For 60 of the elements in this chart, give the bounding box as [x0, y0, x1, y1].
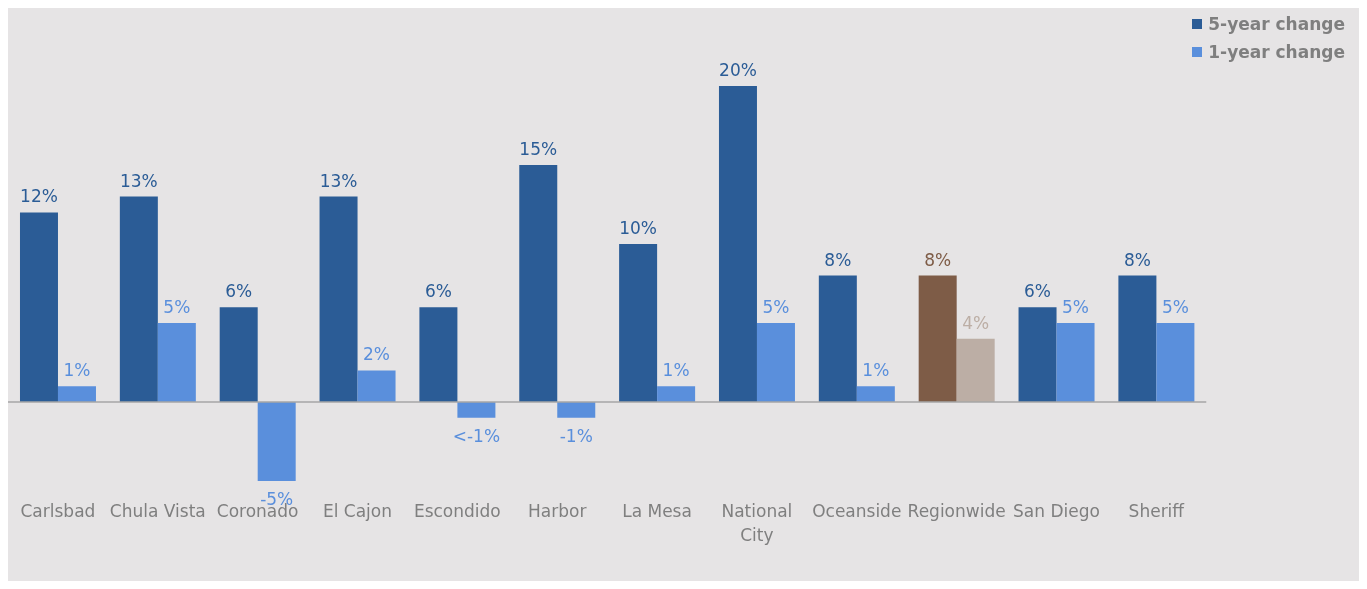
bar [257, 402, 296, 481]
bar [1056, 323, 1095, 402]
data-label: 5% [762, 297, 790, 317]
bar [119, 196, 158, 402]
data-label: 8% [924, 249, 952, 270]
bar [1156, 323, 1195, 402]
data-label: 5% [1161, 297, 1189, 317]
x-tick-label: Sheriff [1128, 501, 1186, 521]
legend-label: 5-year change [1207, 13, 1345, 36]
bar [19, 212, 58, 402]
bar [818, 275, 857, 402]
x-tick-label: El Cajon [322, 501, 393, 521]
bar [718, 86, 757, 402]
bar [357, 370, 396, 402]
data-label: 13% [119, 170, 158, 191]
bar [619, 244, 658, 402]
bar [1018, 307, 1057, 402]
x-tick-label: La Mesa [622, 501, 692, 521]
data-label: 15% [519, 139, 558, 159]
data-label: 6% [225, 281, 253, 302]
bar [956, 338, 995, 402]
data-label: 1% [662, 360, 690, 381]
bar [557, 402, 596, 418]
bar [1118, 275, 1157, 402]
data-label: -1% [559, 425, 593, 446]
x-tick-label: Harbor [528, 501, 587, 521]
data-label: 8% [824, 249, 852, 270]
data-label: 20% [719, 60, 757, 80]
bar [657, 386, 696, 402]
bar [756, 323, 795, 402]
data-label: 2% [363, 344, 391, 365]
x-tick-label: Regionwide [907, 501, 1006, 521]
bar [157, 323, 196, 402]
x-tick-label: Escondido [413, 501, 501, 521]
bar [918, 275, 957, 402]
data-label: 1% [63, 360, 91, 381]
bar [219, 307, 258, 402]
bar [419, 307, 458, 402]
data-label: <-1% [452, 425, 501, 446]
bar [856, 386, 895, 402]
bar [519, 165, 558, 402]
data-label: 8% [1123, 249, 1151, 270]
x-tick-label: Chula Vista [109, 501, 206, 521]
bar [57, 386, 96, 402]
x-tick-label: Carlsbad [20, 501, 96, 521]
bar [319, 196, 358, 402]
legend-label: 1-year change [1207, 41, 1345, 64]
x-tick-label: National City [721, 501, 793, 545]
x-tick-label: Oceanside [812, 501, 902, 521]
x-tick-label: San Diego [1013, 501, 1100, 521]
data-label: 5% [163, 297, 191, 317]
data-label: 5% [1062, 297, 1090, 317]
data-label: 12% [20, 186, 58, 207]
data-label: 4% [962, 312, 990, 333]
data-label: 6% [424, 281, 452, 302]
data-label: 1% [862, 360, 890, 381]
data-label: 6% [1024, 281, 1052, 302]
bar [457, 402, 496, 418]
data-label: 13% [319, 170, 358, 191]
data-label: 10% [619, 218, 658, 238]
